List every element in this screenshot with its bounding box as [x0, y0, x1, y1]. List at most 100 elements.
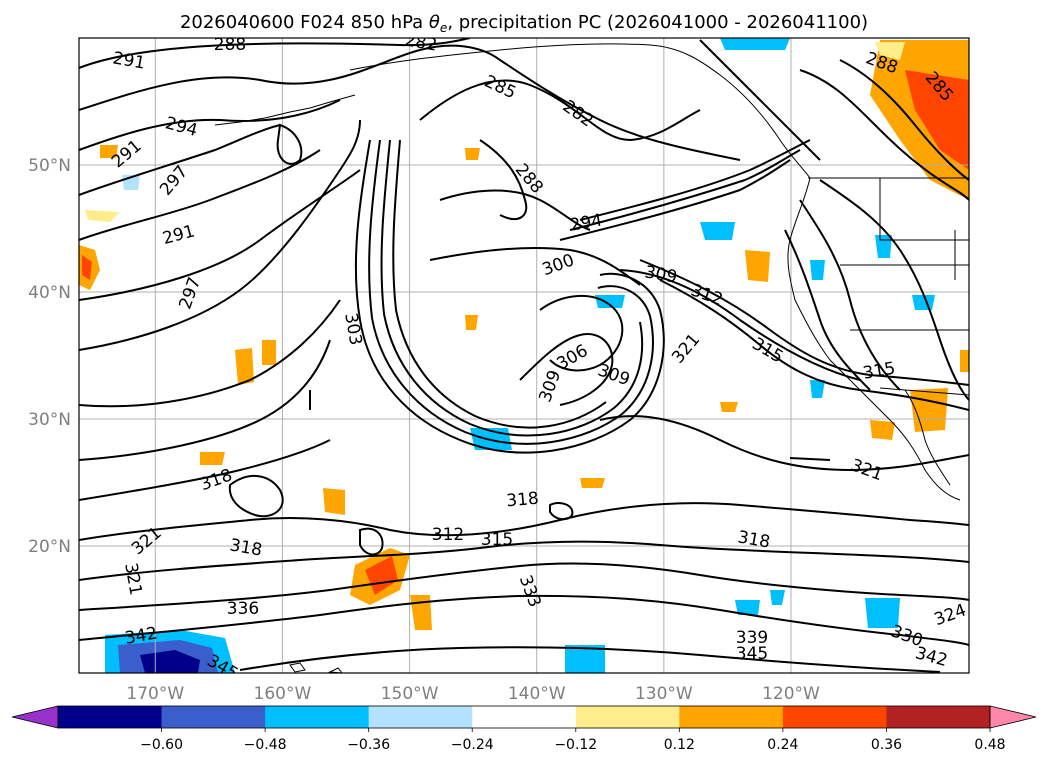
- precip-positive-region: [905, 70, 969, 170]
- colorbar-segment: [679, 706, 784, 728]
- precip-negative-region: [912, 295, 935, 310]
- contour-line: [539, 294, 624, 372]
- colorbar-segment: [368, 706, 473, 728]
- precip-positive-region: [82, 255, 92, 280]
- contour-line: [549, 502, 574, 521]
- colorbar-tick-label: −0.12: [554, 737, 597, 753]
- colorbar-tick-label: 0.24: [767, 737, 798, 753]
- contour-line: [799, 199, 901, 391]
- precip-positive-region: [262, 340, 276, 365]
- contour-line: [619, 269, 861, 381]
- precip-negative-region: [720, 38, 790, 50]
- precip-positive-region: [870, 420, 895, 440]
- latitude-labels: 50°N 40°N 30°N 20°N: [28, 156, 71, 557]
- colorbar-frame: [57, 705, 991, 729]
- latitude-label: 20°N: [28, 537, 71, 557]
- north-america-coastline: [787, 177, 961, 501]
- precip-negative-region: [810, 260, 825, 280]
- contour-line: [569, 149, 801, 231]
- latitude-label: 40°N: [28, 283, 71, 303]
- contour-line: [839, 59, 969, 181]
- colorbar-tick-label: −0.24: [451, 737, 494, 753]
- contour-line: [659, 279, 969, 411]
- colorbar-tick-label: 0.12: [664, 737, 695, 753]
- precip-positive-region: [200, 452, 225, 465]
- colorbar-segment: [886, 706, 991, 728]
- contour-label: 315: [481, 530, 513, 550]
- contour-line: [784, 229, 871, 391]
- contour-line: [79, 594, 969, 646]
- baja-coastline: [904, 389, 951, 486]
- colorbar: −0.60 −0.48 −0.36 −0.24 −0.12 0.12 0.24 0.36 0.4…: [11, 705, 1037, 753]
- precip-positive-region: [580, 478, 605, 488]
- colorbar-tick-label: −0.48: [244, 737, 287, 753]
- precip-positive-region: [323, 488, 345, 515]
- map-title: 2026040600 F024 850 hPa θe, precipitatio…: [180, 12, 868, 35]
- contour-line: [79, 124, 281, 196]
- contour-line: [354, 139, 665, 454]
- contour-line: [579, 139, 811, 221]
- precip-positive-region: [365, 556, 398, 595]
- contour-line: [799, 69, 969, 201]
- contour-line: [819, 179, 969, 401]
- state-border: [840, 230, 969, 331]
- precip-positive-region: [85, 210, 120, 222]
- precip-positive-region: [875, 42, 905, 60]
- contour-line: [599, 415, 969, 472]
- contour-line: [79, 38, 471, 69]
- precip-negative-region: [865, 598, 900, 628]
- contour-line: [79, 562, 969, 611]
- island: [289, 662, 306, 673]
- contour-line: [79, 119, 361, 351]
- precip-positive-region: [100, 145, 118, 158]
- contour-line: [789, 457, 831, 461]
- contour-label: 336: [227, 599, 259, 619]
- colorbar-extend-low: [11, 705, 59, 729]
- colorbar-extend-high: [989, 705, 1037, 729]
- colorbar-segment: [58, 706, 163, 728]
- longitude-label: 120°W: [762, 684, 820, 704]
- contour-label: 312: [432, 525, 464, 545]
- contour-line: [429, 247, 641, 286]
- contour-line: [359, 527, 384, 556]
- colorbar-tick-label: 0.36: [871, 737, 902, 753]
- contour-line: [79, 502, 969, 541]
- contour-line: [699, 39, 821, 161]
- contour-line: [239, 646, 941, 673]
- colorbar-segment: [161, 706, 266, 728]
- contour-line: [79, 99, 341, 151]
- longitude-label: 150°W: [381, 684, 439, 704]
- contour-line: [392, 139, 607, 429]
- contour-line: [79, 339, 331, 461]
- us-mexico-border: [879, 387, 969, 396]
- map-panel: 288 282 291 285 282 288 285 294 291 288 …: [79, 30, 969, 673]
- contour-label: 288: [214, 35, 246, 55]
- colorbar-tick-label: 0.48: [974, 737, 1005, 753]
- contour-line: [79, 439, 331, 501]
- precip-negative-region: [810, 380, 825, 398]
- contour-line: [79, 44, 741, 161]
- contour-label: 345: [736, 644, 768, 664]
- colorbar-segment: [575, 706, 680, 728]
- contour-label: 318: [506, 489, 540, 512]
- colorbar-tick-label: −0.36: [347, 737, 390, 753]
- contour-label: 282: [403, 30, 438, 55]
- precip-negative-region: [700, 222, 735, 240]
- state-border: [879, 178, 969, 241]
- contour-line: [79, 149, 321, 241]
- precip-positive-region: [745, 250, 770, 282]
- precip-positive-region: [235, 348, 254, 385]
- precip-negative-region: [595, 295, 625, 308]
- theta-e-contours: [79, 38, 969, 673]
- contour-line: [479, 139, 528, 220]
- contour-line: [559, 159, 791, 241]
- precip-negative-region: [565, 645, 605, 673]
- precip-negative-region: [735, 600, 760, 615]
- contour-line: [228, 475, 284, 518]
- map-frame: [78, 37, 970, 674]
- longitude-label: 160°W: [254, 684, 312, 704]
- longitude-label: 170°W: [126, 684, 184, 704]
- contour-line: [368, 139, 654, 445]
- precip-positive-region: [465, 315, 478, 330]
